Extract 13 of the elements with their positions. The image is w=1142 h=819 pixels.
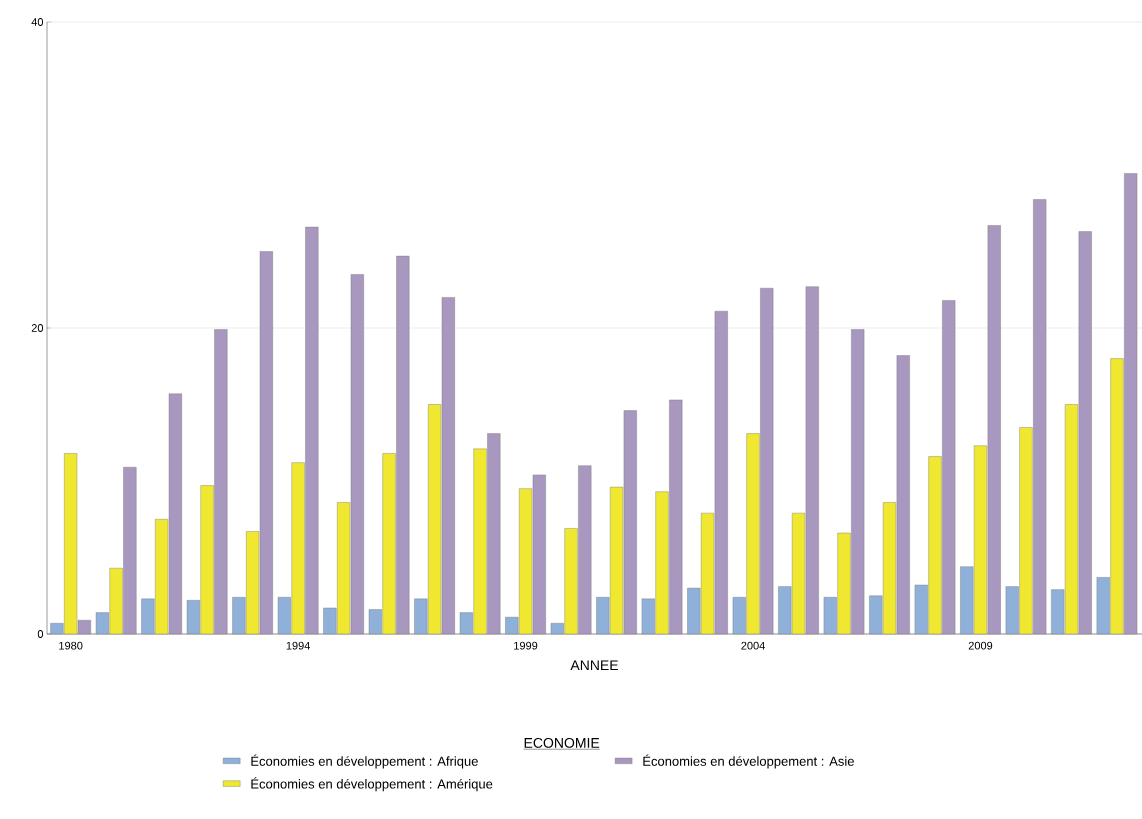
y-tick-label: 20 xyxy=(31,324,44,332)
x-tick-label: 1999 xyxy=(514,641,538,650)
legend-label: Économies en développement : Amérique xyxy=(251,777,493,792)
x-tick-label: 1994 xyxy=(286,641,311,650)
y-tick-label: 0 xyxy=(37,630,44,638)
y-tick-label: 40 xyxy=(31,18,44,26)
x-axis-title: ANNEE xyxy=(570,660,618,671)
x-tick-label: 1980 xyxy=(59,641,83,650)
legend-title: ECONOMIE xyxy=(524,737,600,748)
x-tick-label: 2009 xyxy=(968,641,993,650)
x-tick-label: 2004 xyxy=(741,641,765,650)
legend-label: Économies en développement : Asie xyxy=(643,754,854,769)
legend-label: Économies en développement : Afrique xyxy=(251,754,478,769)
